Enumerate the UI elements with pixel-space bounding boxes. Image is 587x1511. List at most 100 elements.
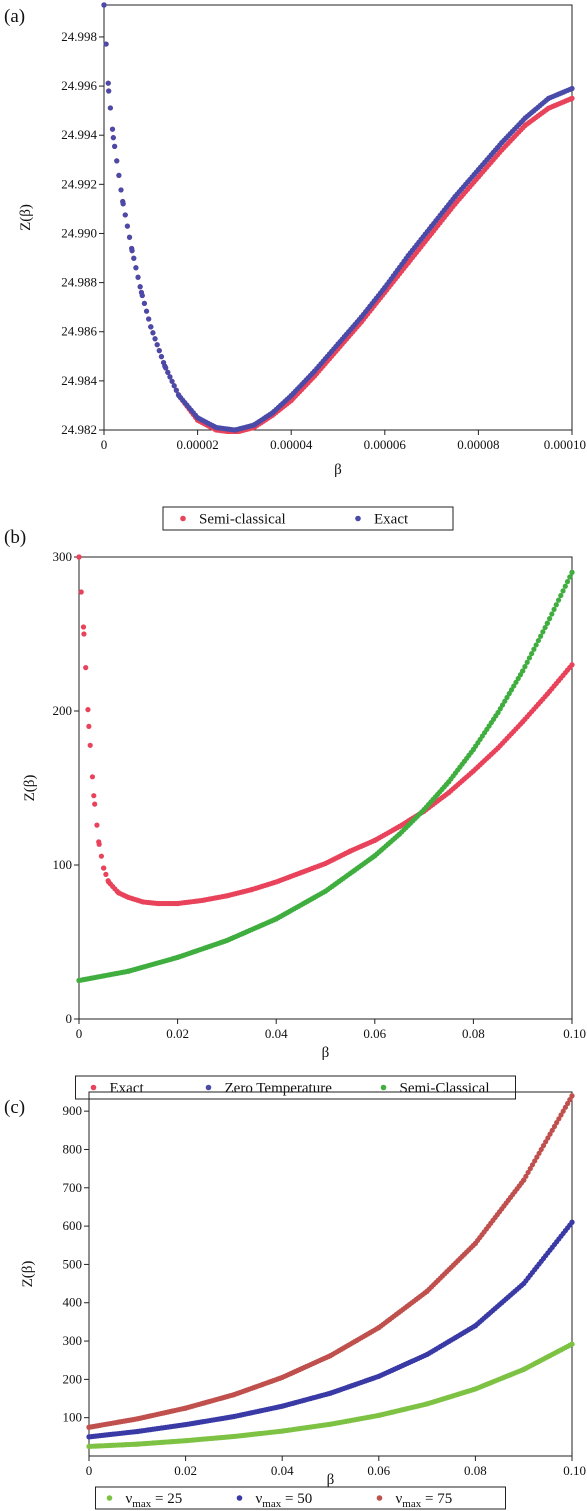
legend-marker [106, 1495, 113, 1501]
data-point [138, 289, 145, 296]
data-point [169, 378, 175, 384]
data-point [424, 1288, 430, 1294]
data-point [176, 393, 182, 399]
data-point [347, 848, 353, 854]
data-point [80, 624, 87, 630]
data-point [162, 363, 168, 369]
data-point [148, 324, 154, 330]
legend: Exact Zero Temperature Semi-Classical [75, 1075, 516, 1100]
y-tick-label: 400 [63, 1295, 83, 1310]
x-tick-label: 0.06 [367, 1463, 390, 1478]
data-point [103, 871, 109, 877]
data-point [504, 694, 510, 701]
y-tick-label: 800 [63, 1141, 83, 1156]
data-point [524, 659, 530, 665]
data-point [122, 212, 128, 218]
data-point [78, 589, 84, 595]
data-point [158, 354, 165, 360]
data-point [520, 668, 526, 674]
legend-label-rest: = 50 [281, 1491, 312, 1507]
data-point [569, 1219, 575, 1225]
legend-label: Semi-classical [199, 512, 286, 528]
data-point [224, 893, 230, 899]
chart-panel-3: (c) 0 0.02 0.04 0.06 0.08 0.10 100 200 300 400 500 6… [4, 1091, 586, 1510]
data-point [508, 687, 515, 693]
data-point [529, 651, 535, 657]
chart-panel-1: (a) 0 0.00002 0.00004 0.00006 0.00008 0.00010 2… [4, 2, 586, 531]
data-point [560, 588, 566, 594]
y-tick-label: 100 [53, 857, 73, 872]
y-tick-label: 24.996 [61, 78, 97, 93]
panel-label: (b) [4, 527, 26, 548]
data-point [86, 723, 92, 730]
data-point [556, 1116, 562, 1122]
data-point [526, 655, 533, 661]
data-point [562, 583, 568, 589]
data-point [298, 870, 304, 876]
x-tick-label: 0 [86, 1463, 93, 1478]
plot-frame [88, 1091, 573, 1457]
data-point [232, 427, 238, 433]
data-point [565, 1100, 571, 1107]
legend-item: Exact [355, 512, 409, 528]
panel-label: (a) [4, 6, 25, 27]
legend-marker [180, 515, 186, 522]
data-point [183, 1405, 189, 1411]
series-2 [101, 2, 575, 433]
data-point [376, 1412, 382, 1418]
data-point [134, 1416, 140, 1422]
data-point [335, 341, 341, 347]
legend-label: Exact [110, 1081, 145, 1097]
data-point [116, 172, 122, 178]
data-point [137, 284, 143, 290]
data-point [269, 410, 276, 416]
data-point [89, 774, 96, 780]
data-point [273, 879, 279, 885]
data-point [358, 314, 364, 320]
data-point [167, 374, 173, 380]
data-point [545, 1135, 551, 1141]
data-point [372, 837, 378, 843]
legend-item: νmax = 75 [376, 1491, 452, 1510]
legend-label: νmax = 50 [256, 1491, 313, 1510]
data-point [429, 223, 435, 229]
data-point [424, 1401, 430, 1407]
plot-area [86, 1093, 575, 1450]
data-point [213, 424, 219, 431]
data-point [155, 900, 161, 907]
data-point [569, 662, 575, 668]
legend-item: Zero Temperature [205, 1081, 332, 1097]
data-point [143, 308, 150, 314]
data-point [376, 1373, 382, 1379]
data-point [101, 865, 107, 871]
data-point [521, 1366, 527, 1373]
data-point [134, 1441, 140, 1447]
data-point [376, 1325, 382, 1331]
data-point [569, 85, 575, 92]
legend-label-sub: max [402, 1498, 421, 1510]
x-tick-label: 0 [76, 1026, 83, 1041]
data-point [152, 336, 158, 342]
x-axis-label: β [322, 1045, 330, 1061]
data-point [499, 139, 505, 146]
data-point [322, 860, 329, 867]
data-point [101, 2, 107, 8]
data-point [86, 1424, 92, 1430]
series-3 [86, 1093, 575, 1430]
data-point [96, 839, 102, 845]
data-point [279, 1403, 285, 1409]
series-1 [101, 2, 575, 434]
series-2 [86, 1219, 575, 1440]
data-point [327, 1353, 334, 1359]
data-point [372, 853, 378, 859]
data-point [560, 1108, 566, 1114]
data-point [472, 1386, 478, 1392]
data-point [86, 1443, 92, 1450]
data-point [173, 387, 179, 393]
x-axis-label: β [334, 462, 342, 478]
data-point [327, 1390, 334, 1396]
data-point [134, 1428, 140, 1435]
series-3 [76, 569, 575, 984]
legend-box [95, 1486, 506, 1510]
data-point [94, 822, 100, 828]
